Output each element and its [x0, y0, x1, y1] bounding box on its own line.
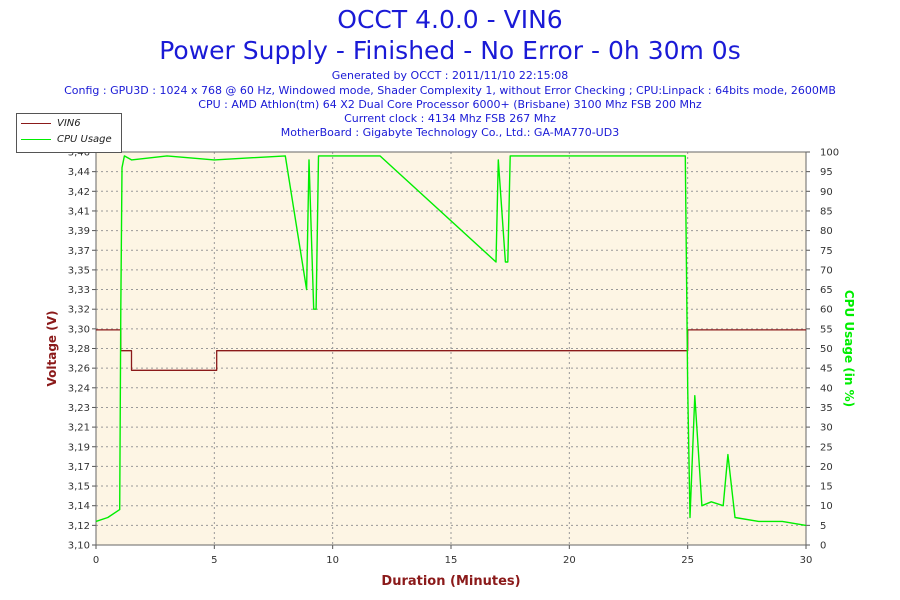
legend: VIN6 CPU Usage	[16, 113, 122, 153]
tick-labels: 3,10 3,12 3,14 3,15 3,17 3,19 3,21 3,23 3,24 3,26…	[68, 148, 839, 567]
y-tick-label: 3,14	[68, 501, 90, 512]
y-tick-label: 3,44	[68, 167, 90, 178]
y-tick-label: 3,17	[68, 462, 90, 473]
y-tick-label: 3,30	[68, 324, 90, 335]
y2-tick-label: 55	[820, 324, 833, 335]
x-tick-label: 20	[563, 555, 576, 566]
chart-title: OCCT 4.0.0 - VIN6	[337, 5, 563, 34]
x-axis-label: Duration (Minutes)	[381, 574, 520, 589]
y-tick-label: 3,19	[68, 442, 90, 453]
y-tick-label: 3,35	[68, 265, 90, 276]
cpu-line: CPU : AMD Athlon(tm) 64 X2 Dual Core Pro…	[198, 98, 702, 111]
y-tick-label: 3,12	[68, 521, 90, 532]
y2-tick-label: 40	[820, 383, 833, 394]
x-tick-label: 25	[681, 555, 694, 566]
y2-tick-label: 95	[820, 167, 833, 178]
y2-tick-label: 35	[820, 403, 833, 414]
y-tick-label: 3,24	[68, 383, 90, 394]
y2-tick-label: 45	[820, 364, 833, 375]
y-tick-label: 3,32	[68, 305, 90, 316]
y-tick-label: 3,15	[68, 482, 90, 493]
config-line: Config : GPU3D : 1024 x 768 @ 60 Hz, Win…	[64, 84, 836, 97]
y2-tick-label: 25	[820, 442, 833, 453]
y2-tick-label: 90	[820, 187, 833, 198]
y-tick-label: 3,39	[68, 226, 90, 237]
legend-item-vin6: VIN6	[21, 117, 81, 131]
series-lines	[95, 155, 807, 527]
legend-label-vin6: VIN6	[57, 118, 81, 129]
y2-tick-label: 20	[820, 462, 833, 473]
y2-tick-label: 75	[820, 246, 833, 257]
y2-tick-label: 5	[820, 521, 826, 532]
x-tick-label: 0	[93, 555, 99, 566]
y2-tick-label: 10	[820, 501, 833, 512]
y2-tick-label: 85	[820, 206, 833, 217]
y2-tick-label: 100	[820, 148, 839, 159]
y-axis-label: Voltage (V)	[45, 311, 59, 387]
x-tick-label: 15	[445, 555, 458, 566]
legend-item-cpu: CPU Usage	[21, 133, 112, 147]
x-tick-label: 10	[326, 555, 339, 566]
y2-tick-label: 70	[820, 265, 833, 276]
y-tick-label: 3,46	[68, 148, 90, 159]
y2-tick-label: 0	[820, 541, 826, 552]
y-tick-label: 3,23	[68, 403, 90, 414]
y-tick-label: 3,33	[68, 285, 90, 296]
legend-label-cpu: CPU Usage	[57, 134, 112, 145]
y2-tick-label: 30	[820, 423, 833, 434]
y-tick-label: 3,42	[68, 187, 90, 198]
y-tick-label: 3,21	[68, 423, 90, 434]
legend-swatch-cpu	[21, 138, 51, 140]
y2-tick-label: 50	[820, 344, 833, 355]
y-tick-label: 3,37	[68, 246, 90, 257]
y-tick-label: 3,28	[68, 344, 90, 355]
x-tick-label: 5	[211, 555, 217, 566]
plot-border	[95, 151, 807, 546]
chart-subtitle: Power Supply - Finished - No Error - 0h …	[159, 36, 741, 65]
y2-tick-label: 80	[820, 226, 833, 237]
y2-tick-label: 60	[820, 305, 833, 316]
motherboard-line: MotherBoard : Gigabyte Technology Co., L…	[280, 126, 620, 139]
y2-axis-label: CPU Usage (in %)	[842, 290, 856, 407]
y2-tick-label: 15	[820, 482, 833, 493]
y2-tick-label: 65	[820, 285, 833, 296]
axes	[92, 151, 810, 549]
y-tick-label: 3,41	[68, 206, 90, 217]
series-line-cpu-usage	[95, 155, 807, 527]
clock-line: Current clock : 4134 Mhz FSB 267 Mhz	[344, 112, 556, 125]
x-tick-label: 30	[800, 555, 813, 566]
generated-line: Generated by OCCT : 2011/11/10 22:15:08	[331, 69, 569, 82]
y-tick-label: 3,10	[68, 541, 90, 552]
y-tick-label: 3,26	[68, 364, 90, 375]
legend-swatch-vin6	[21, 122, 51, 124]
